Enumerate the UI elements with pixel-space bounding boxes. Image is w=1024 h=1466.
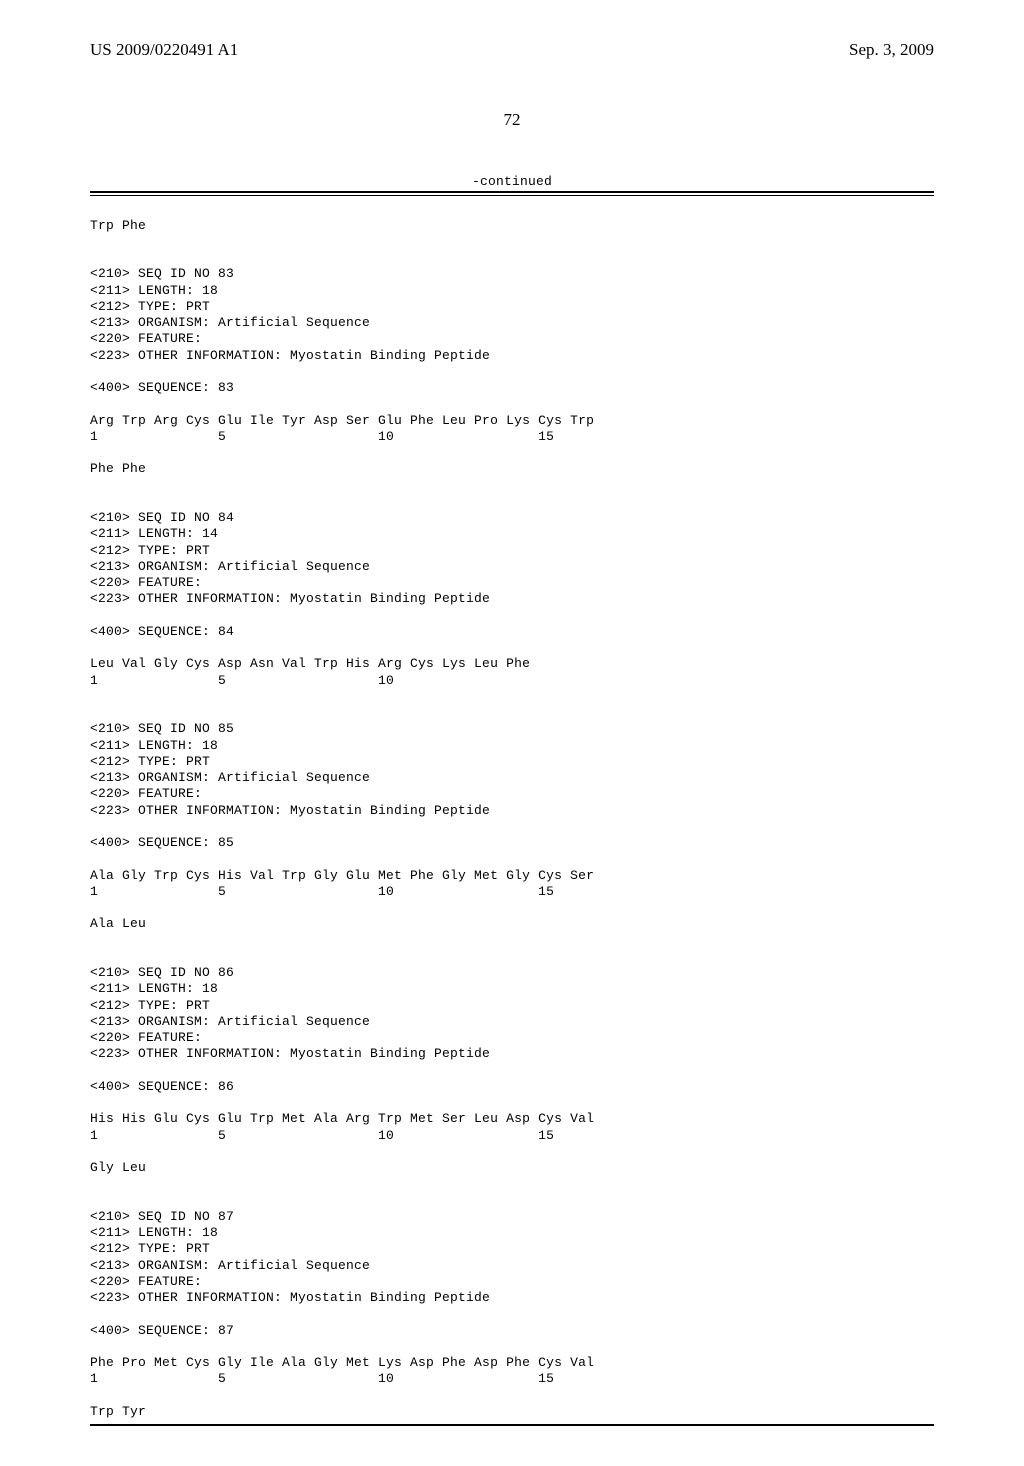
divider-top-thin xyxy=(90,195,934,196)
divider-bottom-thick xyxy=(90,1424,934,1426)
publication-number: US 2009/0220491 A1 xyxy=(90,40,238,60)
continued-label: -continued xyxy=(90,174,934,189)
page-number: 72 xyxy=(90,110,934,130)
page-container: US 2009/0220491 A1 Sep. 3, 2009 72 -cont… xyxy=(0,0,1024,1466)
publication-date: Sep. 3, 2009 xyxy=(849,40,934,60)
divider-top-thick xyxy=(90,191,934,193)
sequence-listing-body: Trp Phe <210> SEQ ID NO 83 <211> LENGTH:… xyxy=(90,218,934,1421)
page-header: US 2009/0220491 A1 Sep. 3, 2009 xyxy=(90,40,934,60)
